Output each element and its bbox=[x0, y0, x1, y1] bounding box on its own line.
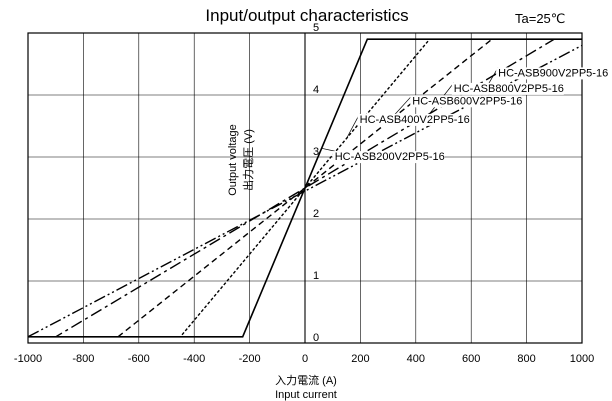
x-tick-label: -800 bbox=[72, 353, 94, 365]
y-tick-label: 5 bbox=[313, 22, 319, 34]
leader-line bbox=[321, 147, 335, 152]
x-axis-label-en: Input current bbox=[275, 389, 337, 401]
series-line-hc-asb600v2pp5-16 bbox=[28, 38, 582, 338]
x-tick-label: -600 bbox=[128, 353, 150, 365]
y-axis-label-en: Output voltage bbox=[227, 124, 239, 196]
x-tick-label: -200 bbox=[239, 353, 261, 365]
x-tick-label: 0 bbox=[302, 353, 308, 365]
series-label: HC-ASB800V2PP5-16 bbox=[454, 83, 564, 95]
y-tick-label: 4 bbox=[313, 84, 319, 96]
series-label-bg bbox=[357, 113, 470, 126]
y-tick-labels: 0 1 2 3 4 5 bbox=[313, 22, 319, 344]
y-tick-label: 1 bbox=[313, 270, 319, 282]
label-leaders bbox=[321, 67, 499, 152]
series-label: HC-ASB600V2PP5-16 bbox=[412, 95, 522, 107]
x-axis-label-jp: 入力電流 (A) bbox=[275, 373, 337, 387]
series-label-bg bbox=[410, 95, 523, 108]
x-tick-label: 400 bbox=[407, 353, 425, 365]
series-label-bg bbox=[496, 67, 609, 80]
leader-line bbox=[346, 113, 360, 139]
x-tick-label: -400 bbox=[183, 353, 205, 365]
series-label: HC-ASB400V2PP5-16 bbox=[360, 114, 470, 126]
y-tick-label: 2 bbox=[313, 208, 319, 220]
series-label: HC-ASB200V2PP5-16 bbox=[335, 151, 445, 163]
y-axis-label-jp: 出力電圧 (V) bbox=[241, 129, 255, 191]
x-tick-label: 600 bbox=[462, 353, 480, 365]
x-tick-labels: -1000 -800 -600 -400 -200 0 200 400 600 800 1000 bbox=[14, 353, 594, 365]
x-tick-label: 800 bbox=[517, 353, 535, 365]
y-tick-label: 0 bbox=[313, 332, 319, 344]
y-tick-label: 3 bbox=[313, 146, 319, 158]
temperature-condition: Ta=25℃ bbox=[515, 11, 565, 26]
series-line-hc-asb800v2pp5-16 bbox=[28, 38, 582, 338]
series-label: HC-ASB900V2PP5-16 bbox=[498, 67, 608, 79]
x-tick-label: 1000 bbox=[570, 353, 594, 365]
series-label-bg bbox=[332, 151, 445, 164]
chart-title: Input/output characteristics bbox=[205, 6, 408, 25]
x-tick-label: 200 bbox=[351, 353, 369, 365]
x-tick-label: -1000 bbox=[14, 353, 42, 365]
series-label-bg bbox=[451, 82, 564, 95]
series-labels: HC-ASB200V2PP5-16 HC-ASB400V2PP5-16 HC-ASB… bbox=[332, 67, 609, 164]
plot-frame bbox=[27, 32, 583, 344]
